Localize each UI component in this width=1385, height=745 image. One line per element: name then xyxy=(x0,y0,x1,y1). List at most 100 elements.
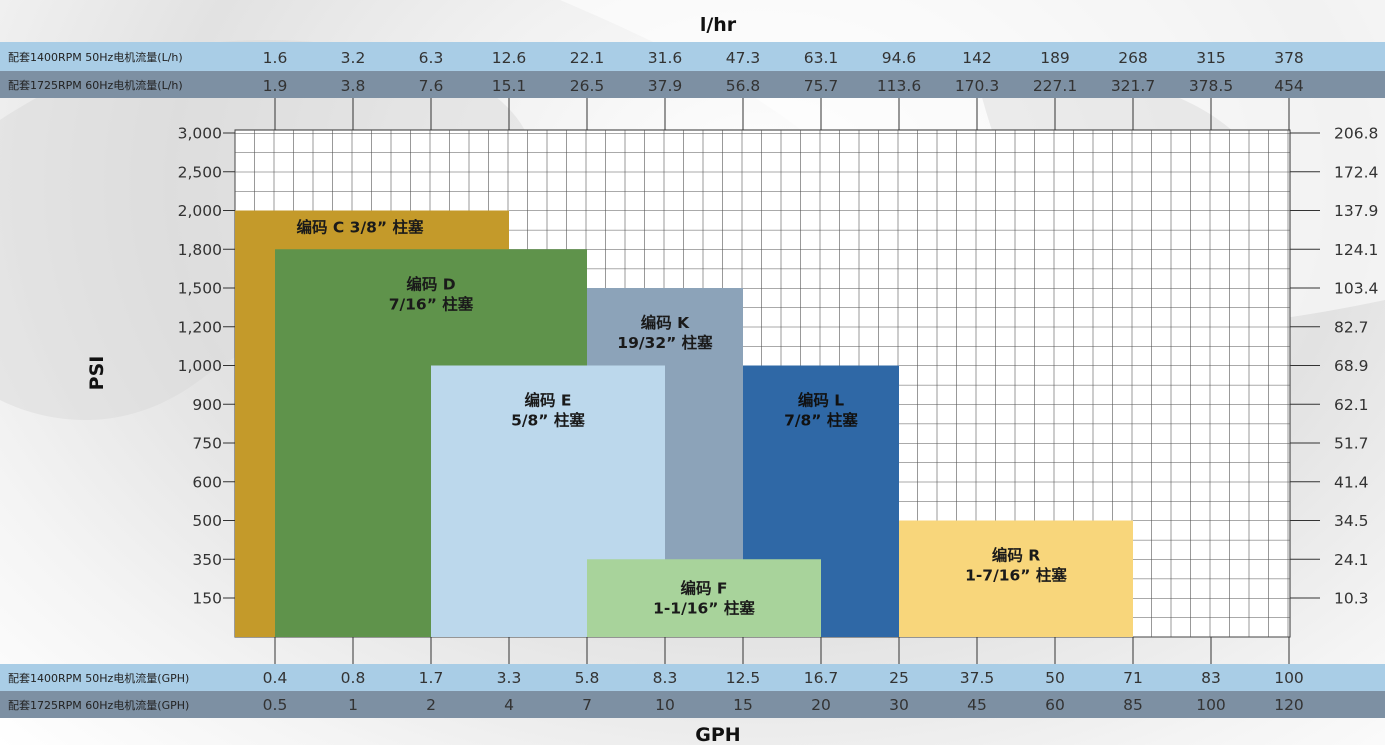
top-row-1-value: 6.3 xyxy=(419,49,444,67)
zone-f-label: 编码 F xyxy=(681,578,728,597)
top-row-1-value: 63.1 xyxy=(804,49,839,67)
top-row-2-value: 15.1 xyxy=(492,77,527,95)
zone-d-label: 编码 D xyxy=(406,274,455,293)
top-row-2-label: 配套1725RPM 60Hz电机流量(L/h) xyxy=(8,78,183,92)
zone-e-label: 编码 E xyxy=(525,391,572,410)
top-row-1-value: 47.3 xyxy=(726,49,761,67)
y-tick-label-psi: 750 xyxy=(192,435,222,453)
axis-ticks: 150 350 500 600 750 900 1,000 1,200 1,500 1,800 2,… xyxy=(178,98,1378,664)
y-tick-label-psi: 2,000 xyxy=(178,202,222,220)
zone-r: 编码 R1-7/16” 柱塞 xyxy=(899,520,1133,637)
y-tick-label-bar: 68.9 xyxy=(1334,357,1369,375)
top-row-1-value: 12.6 xyxy=(492,49,527,67)
bottom-row-2-value: 10 xyxy=(655,696,675,714)
top-row-1-value: 1.6 xyxy=(263,49,288,67)
bottom-row-1-value: 83 xyxy=(1201,669,1221,687)
top-row-2-value: 56.8 xyxy=(726,77,761,95)
top-row-1-label: 配套1400RPM 50Hz电机流量(L/h) xyxy=(8,50,183,64)
top-row-2-value: 113.6 xyxy=(877,77,921,95)
y-tick-label-psi: 1,500 xyxy=(178,280,222,298)
y-tick-label-psi: 600 xyxy=(192,473,222,491)
y-tick-label-psi: 1,200 xyxy=(178,318,222,336)
bottom-row-2-value: 30 xyxy=(889,696,909,714)
y-tick-label-bar: 124.1 xyxy=(1334,241,1378,259)
top-row-1-value: 268 xyxy=(1118,49,1148,67)
bottom-row-1-value: 3.3 xyxy=(497,669,522,687)
top-row-2-value: 37.9 xyxy=(648,77,683,95)
top-row-1-value: 189 xyxy=(1040,49,1070,67)
bottom-row-1-value: 12.5 xyxy=(726,669,761,687)
bottom-row-2-value: 0.5 xyxy=(263,696,288,714)
bottom-row-1-value: 8.3 xyxy=(653,669,678,687)
top-row-2-value: 1.9 xyxy=(263,77,288,95)
top-row-2-value: 7.6 xyxy=(419,77,444,95)
zone-l-label: 7/8” 柱塞 xyxy=(784,411,858,430)
y-tick-label-psi: 3,000 xyxy=(178,125,222,143)
y-tick-label-bar: 62.1 xyxy=(1334,396,1369,414)
bottom-row-2-value: 20 xyxy=(811,696,831,714)
y-tick-label-bar: 51.7 xyxy=(1334,435,1369,453)
zone-f-label: 1-1/16” 柱塞 xyxy=(653,598,755,617)
bottom-row-2-value: 45 xyxy=(967,696,987,714)
top-row-1-value: 142 xyxy=(962,49,992,67)
y-tick-label-psi: 350 xyxy=(192,551,222,569)
y-tick-label-psi: 1,800 xyxy=(178,241,222,259)
zone-f-bar xyxy=(587,559,821,637)
bottom-row-1-value: 1.7 xyxy=(419,669,444,687)
top-row-1-value: 94.6 xyxy=(882,49,917,67)
bottom-band-row-2 xyxy=(0,691,1385,718)
y-tick-label-bar: 10.3 xyxy=(1334,590,1369,608)
bottom-axis-title: GPH xyxy=(695,724,740,745)
top-row-2-value: 454 xyxy=(1274,77,1304,95)
zone-c-label: 编码 C 3/8” 柱塞 xyxy=(297,218,424,237)
flow-band-values: 1.6 3.2 6.3 12.6 22.1 31.6 47.3 63.1 94.6 142 189 2… xyxy=(263,49,1304,714)
top-row-2-value: 26.5 xyxy=(570,77,605,95)
y-tick-label-bar: 103.4 xyxy=(1334,280,1378,298)
top-axis-title: l/hr xyxy=(700,14,737,36)
bottom-row-2-value: 100 xyxy=(1196,696,1226,714)
zone-l-label: 编码 L xyxy=(798,391,844,410)
bottom-row-1-label: 配套1400RPM 50Hz电机流量(GPH) xyxy=(8,671,189,685)
y-tick-label-psi: 500 xyxy=(192,512,222,530)
top-row-1-value: 3.2 xyxy=(341,49,366,67)
bottom-row-2-value: 2 xyxy=(426,696,436,714)
top-row-1-value: 31.6 xyxy=(648,49,683,67)
y-tick-label-bar: 24.1 xyxy=(1334,551,1369,569)
bottom-row-1-value: 71 xyxy=(1123,669,1143,687)
y-tick-label-psi: 1,000 xyxy=(178,357,222,375)
top-row-1-value: 22.1 xyxy=(570,49,605,67)
bottom-row-1-value: 0.8 xyxy=(341,669,366,687)
top-row-2-value: 321.7 xyxy=(1111,77,1155,95)
y-tick-label-bar: 172.4 xyxy=(1334,163,1378,181)
bottom-row-2-value: 85 xyxy=(1123,696,1143,714)
bottom-row-2-value: 4 xyxy=(504,696,514,714)
zone-r-label: 1-7/16” 柱塞 xyxy=(965,566,1067,585)
bottom-row-1-value: 5.8 xyxy=(575,669,600,687)
top-row-2-value: 378.5 xyxy=(1189,77,1233,95)
zone-k-label: 编码 K xyxy=(641,313,690,332)
bottom-row-2-value: 1 xyxy=(348,696,358,714)
bottom-row-1-value: 0.4 xyxy=(263,669,288,687)
bottom-row-1-value: 16.7 xyxy=(804,669,839,687)
bottom-row-2-value: 15 xyxy=(733,696,753,714)
bottom-row-2-value: 60 xyxy=(1045,696,1065,714)
top-row-2-value: 3.8 xyxy=(341,77,366,95)
bottom-row-1-value: 25 xyxy=(889,669,909,687)
bottom-row-2-value: 120 xyxy=(1274,696,1304,714)
y-tick-label-bar: 34.5 xyxy=(1334,512,1369,530)
top-row-2-value: 227.1 xyxy=(1033,77,1077,95)
top-row-1-value: 315 xyxy=(1196,49,1226,67)
zone-r-bar xyxy=(899,520,1133,637)
bottom-row-2-value: 7 xyxy=(582,696,592,714)
y-tick-label-bar: 41.4 xyxy=(1334,473,1369,491)
top-band-row-2 xyxy=(0,71,1385,98)
bottom-row-1-value: 50 xyxy=(1045,669,1065,687)
y-tick-label-bar: 82.7 xyxy=(1334,318,1369,336)
zone-k-label: 19/32” 柱塞 xyxy=(617,333,713,352)
y-tick-label-psi: 900 xyxy=(192,396,222,414)
zone-r-label: 编码 R xyxy=(992,546,1040,565)
bottom-row-2-label: 配套1725RPM 60Hz电机流量(GPH) xyxy=(8,698,189,712)
zone-f: 编码 F1-1/16” 柱塞 xyxy=(587,559,821,637)
